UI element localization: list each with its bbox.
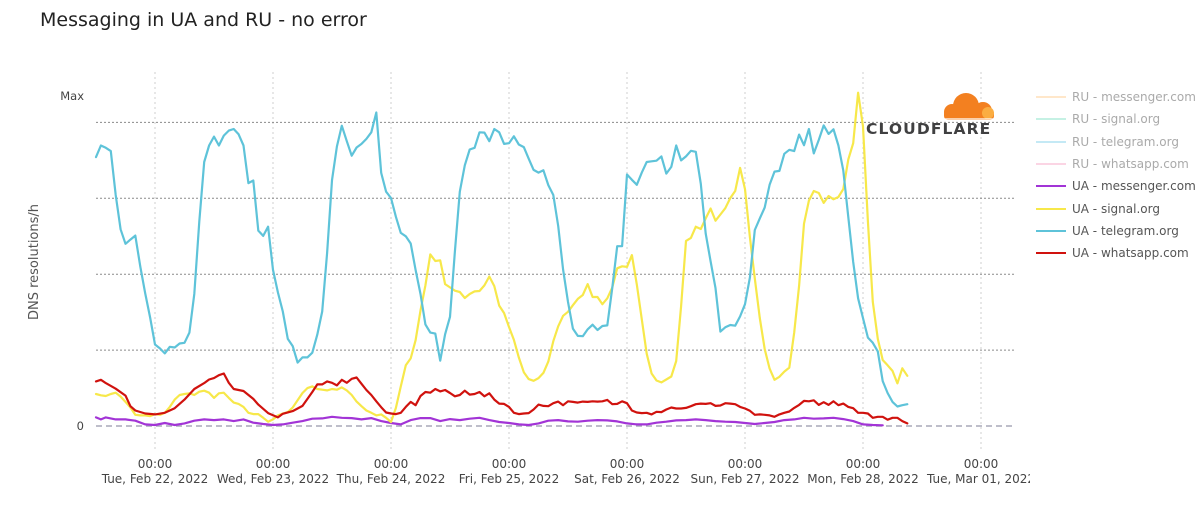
x-tick-time: 00:00 [964,457,999,471]
x-tick-date: Thu, Feb 24, 2022 [336,472,446,486]
x-tick-time: 00:00 [728,457,763,471]
legend-label: RU - whatsapp.com [1072,157,1189,172]
legend-item-ru-signal-org[interactable]: RU - signal.org [1036,108,1196,130]
chart-title: Messaging in UA and RU - no error [40,9,367,31]
y-tick-label: 0 [77,419,84,433]
legend-item-ru-messenger-com[interactable]: RU - messenger.com [1036,86,1196,108]
y-tick-label: Max [60,89,84,103]
series-line-ua-messenger-com[interactable] [94,415,884,427]
legend-item-ua-signal-org[interactable]: UA - signal.org [1036,197,1196,219]
x-tick-date: Sat, Feb 26, 2022 [574,472,680,486]
series-line-ua-telegram-org[interactable] [94,111,909,408]
x-tick-time: 00:00 [610,457,645,471]
x-tick-date: Sun, Feb 27, 2022 [691,472,800,486]
legend-item-ua-whatsapp-com[interactable]: UA - whatsapp.com [1036,242,1196,264]
x-tick-time: 00:00 [138,457,173,471]
y-axis-label: DNS resolutions/h [27,204,42,320]
x-tick-time: 00:00 [374,457,409,471]
legend-swatch [1036,118,1066,121]
legend-label: UA - telegram.org [1072,223,1179,238]
legend-swatch [1036,252,1066,255]
legend-swatch [1036,140,1066,143]
legend-swatch [1036,163,1066,166]
legend-item-ua-messenger-com[interactable]: UA - messenger.com [1036,175,1196,197]
legend-label: RU - signal.org [1072,112,1161,127]
legend-swatch [1036,229,1066,232]
legend-item-ua-telegram-org[interactable]: UA - telegram.org [1036,220,1196,242]
series-line-ua-signal-org[interactable] [94,91,909,424]
x-tick-date: Tue, Mar 01, 2022 [926,472,1030,486]
legend-item-ru-telegram-org[interactable]: RU - telegram.org [1036,131,1196,153]
x-tick-time: 00:00 [256,457,291,471]
grid [96,72,1015,452]
x-tick-date: Tue, Feb 22, 2022 [101,472,209,486]
legend: RU - messenger.com RU - signal.org RU - te… [1036,86,1196,264]
x-tick-date: Wed, Feb 23, 2022 [217,472,329,486]
legend-label: UA - whatsapp.com [1072,246,1189,261]
legend-label: RU - telegram.org [1072,134,1179,149]
legend-label: UA - signal.org [1072,201,1160,216]
y-axis: 0 Max [60,89,84,433]
logo-text: CLOUDFLARE [866,120,992,138]
series-lines [94,91,909,427]
x-tick-time: 00:00 [492,457,527,471]
legend-item-ru-whatsapp-com[interactable]: RU - whatsapp.com [1036,153,1196,175]
cloudflare-logo: CLOUDFLARE [866,88,1000,140]
legend-label: UA - messenger.com [1072,179,1196,194]
legend-swatch [1036,96,1066,99]
legend-swatch [1036,185,1066,188]
legend-swatch [1036,207,1066,210]
series-line-ua-whatsapp-com[interactable] [94,372,909,425]
cloud-icon [942,93,996,120]
x-tick-date: Fri, Feb 25, 2022 [459,472,559,486]
x-tick-date: Mon, Feb 28, 2022 [807,472,918,486]
x-tick-time: 00:00 [846,457,881,471]
legend-label: RU - messenger.com [1072,90,1196,105]
